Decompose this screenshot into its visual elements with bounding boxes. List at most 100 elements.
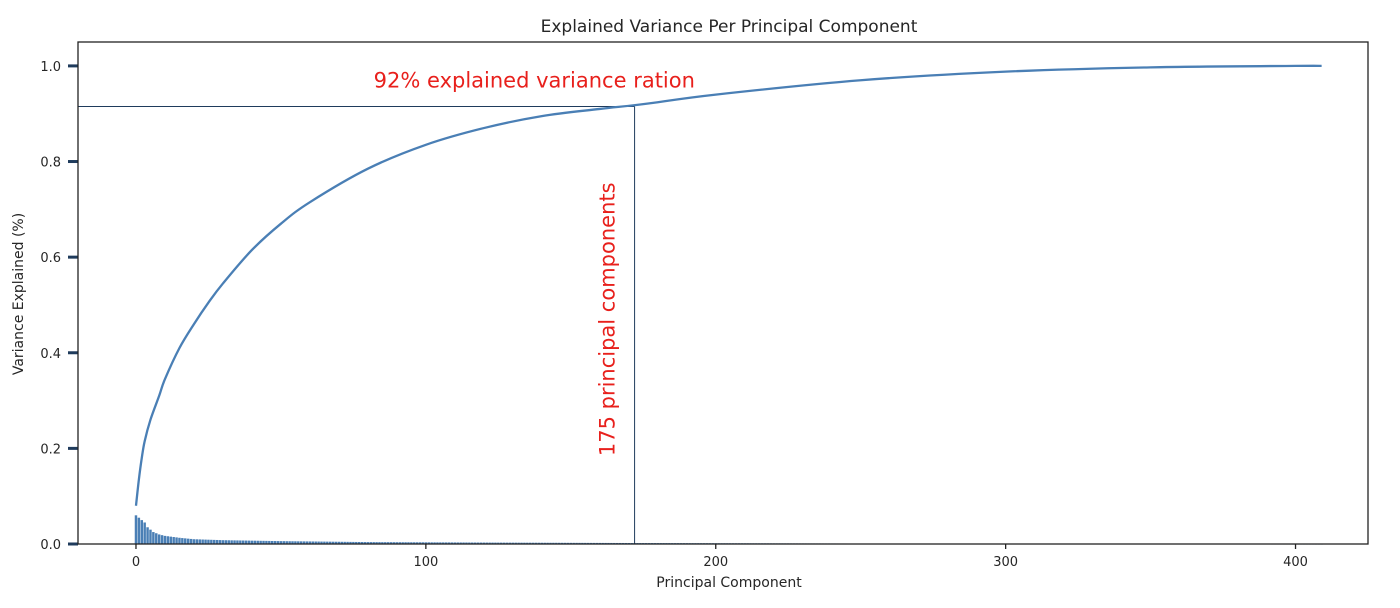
variance-bar [259,540,262,544]
variance-bar [427,542,430,544]
variance-bar [308,541,312,544]
variance-bar [520,542,523,544]
cumulative-line-layer [134,64,1322,506]
y-tick-label: 0.8 [40,156,61,171]
variance-bar [450,542,454,544]
variance-bar [201,539,204,544]
variance-bar [239,540,242,544]
variance-bar [439,542,442,544]
variance-bar [279,541,283,544]
variance-bar [227,540,230,544]
variance-bar [398,542,401,544]
variance-bar [250,540,254,544]
y-tick-label: 0.6 [40,251,61,266]
variance-bar [479,542,483,544]
variance-bar [181,538,184,544]
variance-bar [184,538,187,544]
variance-bar [482,542,486,544]
variance-bar [462,542,465,544]
variance-bar [314,541,317,544]
variance-bar [372,542,375,544]
variance-bar [421,542,425,544]
x-tick-label: 200 [703,555,728,570]
variance-bar [285,541,288,544]
variance-bar [355,541,358,544]
bars-layer [134,515,1323,545]
variance-bar [140,520,143,544]
variance-bar [253,540,257,544]
variance-bar [502,542,506,544]
variance-bar [157,534,161,544]
variance-bar [134,515,138,544]
variance-bar [302,541,306,544]
variance-bar [468,542,471,544]
variance-bar [323,541,326,544]
variance-bar [233,540,236,544]
variance-bar [270,540,274,544]
variance-bar [178,537,181,544]
variance-bar [320,541,323,544]
variance-bar [213,539,216,544]
y-tick-label: 1.0 [40,60,61,75]
variance-bar [218,540,222,544]
variance-bar [146,527,149,544]
x-tick-label: 100 [413,555,438,570]
variance-bar [175,537,178,544]
variance-bar [288,541,291,544]
x-tick-label: 0 [132,555,140,570]
variance-bar [418,542,422,544]
variance-bar [331,541,335,544]
variance-bar [473,542,477,544]
variance-bar [352,541,355,544]
variance-bar [459,542,462,544]
variance-bar [381,542,384,544]
variance-bar [442,542,445,544]
variance-bar [517,542,520,544]
variance-bar [497,542,500,544]
variance-bar [526,542,529,544]
x-tick-label: 300 [993,555,1018,570]
variance-bar [456,542,459,544]
variance-bar [415,542,419,544]
variance-bar [407,542,410,544]
y-tick-label: 0.4 [40,347,61,362]
variance-bar [137,517,141,544]
variance-bar [433,542,436,544]
variance-bar [349,541,352,544]
ticks-layer: 0 100 200 300 400 0.0 0.2 0.4 0.6 0.8 1.0 [40,60,1308,570]
variance-bar [276,541,280,544]
annotation-text: 92% explained variance ration [374,68,695,92]
variance-bar [401,542,404,544]
variance-bar [511,542,515,544]
variance-bar [430,542,433,544]
variance-bar [186,538,190,544]
variance-bar [262,540,265,544]
variance-bar [514,542,517,544]
variance-bar [207,539,210,544]
variance-bar [163,535,167,544]
variance-bar [363,542,367,544]
variance-bar [210,539,213,544]
variance-bar [317,541,320,544]
variance-bar [143,522,146,544]
variance-bar [369,542,373,544]
variance-bar [360,542,364,544]
variance-bar [268,540,271,544]
variance-bar [224,540,228,544]
variance-bar [242,540,245,544]
variance-bar [215,539,219,544]
variance-bar [160,535,164,544]
variance-bar [386,542,390,544]
variance-bar [198,539,201,544]
x-axis-title: Principal Component [656,575,802,591]
variance-bar [221,540,225,544]
variance-bar [413,542,416,544]
variance-bar [326,541,329,544]
variance-bar [424,542,428,544]
variance-bar [192,539,196,544]
variance-bar [169,536,172,544]
variance-bar [488,542,491,544]
variance-bar [328,541,332,544]
variance-bar [172,537,175,544]
